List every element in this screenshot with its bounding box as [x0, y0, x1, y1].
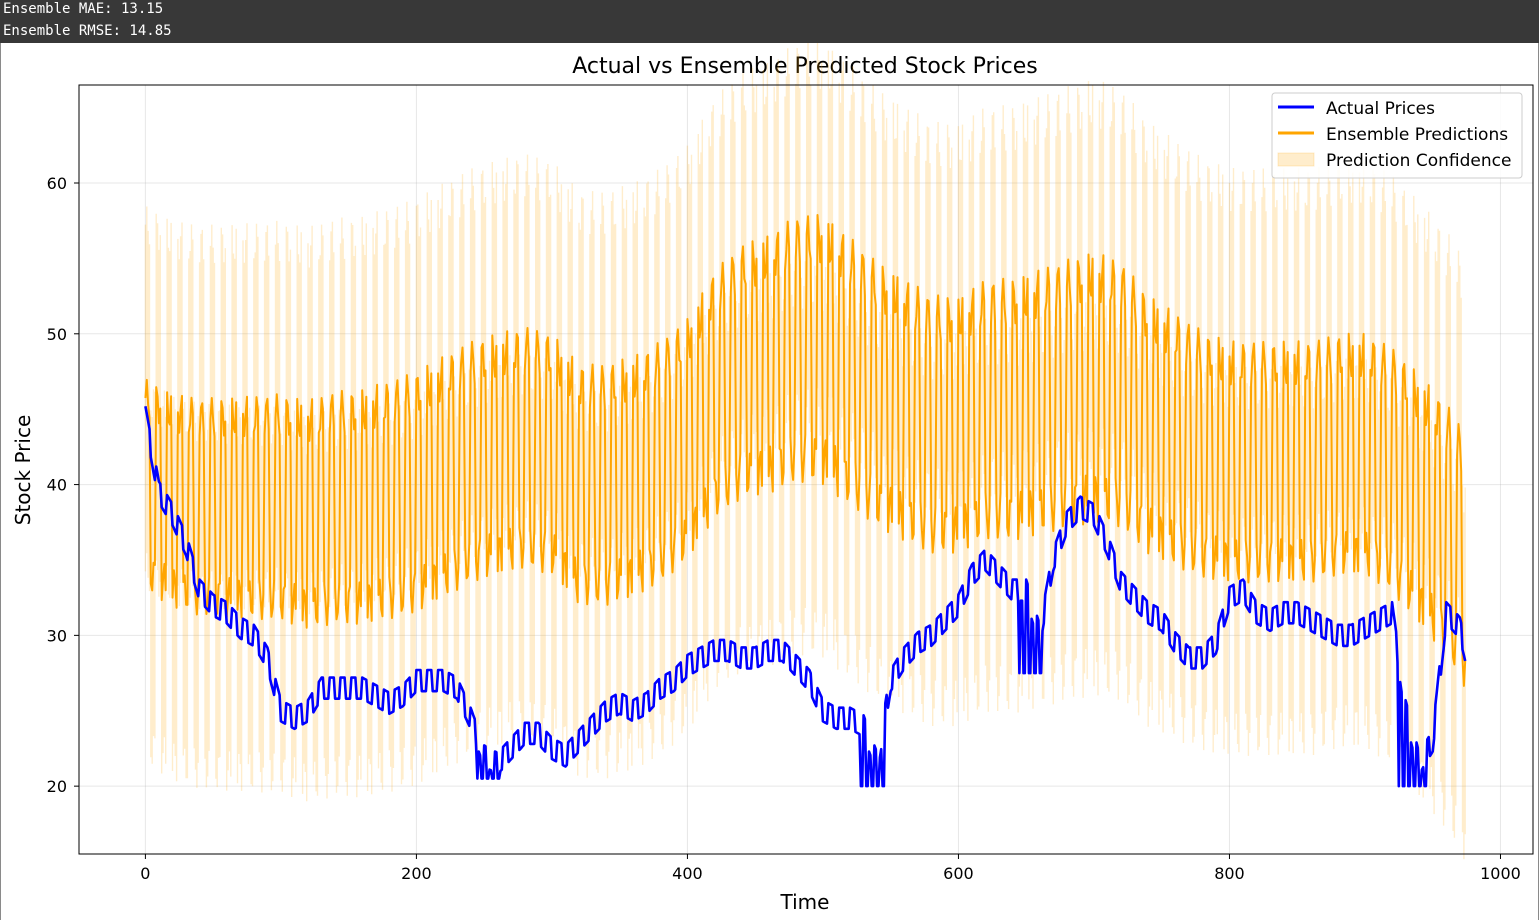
ensemble-predictions-line: [144, 214, 1467, 687]
y-tick-label: 50: [47, 325, 67, 344]
x-tick-label: 400: [672, 864, 703, 883]
legend-box: [1271, 92, 1523, 179]
console-output: Ensemble MAE: 13.15 Ensemble RMSE: 14.85: [0, 0, 1539, 43]
y-axis-ticks: 20 30 40 50 60: [47, 174, 79, 796]
x-tick-label: 600: [943, 864, 974, 883]
x-tick-label: 800: [1214, 864, 1245, 883]
y-tick-label: 20: [47, 777, 67, 796]
actual-prices-line: [144, 405, 1467, 788]
y-axis-label: Stock Price: [11, 415, 35, 526]
plot-area-border: [78, 84, 1534, 855]
x-tick-label: 1000: [1480, 864, 1521, 883]
ensemble-series: [144, 214, 1467, 687]
legend-ensemble-label: Ensemble Predictions: [1326, 125, 1508, 145]
actual-series: [144, 405, 1467, 788]
chart-title: Actual vs Ensemble Predicted Stock Price…: [572, 54, 1038, 79]
mae-output-line: Ensemble MAE: 13.15: [3, 1, 164, 17]
x-axis-label: Time: [780, 890, 830, 914]
x-tick-label: 0: [140, 864, 150, 883]
legend-confidence-label: Prediction Confidence: [1326, 151, 1511, 171]
rmse-output-line: Ensemble RMSE: 14.85: [3, 23, 172, 39]
y-tick-label: 60: [47, 174, 67, 193]
x-tick-label: 200: [401, 864, 432, 883]
x-axis-ticks: 0 200 400 600 800 1000: [140, 854, 1521, 883]
legend-confidence-swatch: [1277, 152, 1315, 167]
y-tick-label: 30: [47, 626, 67, 645]
stock-price-chart: Actual vs Ensemble Predicted Stock Price…: [11, 43, 1534, 914]
y-tick-label: 40: [47, 476, 67, 495]
legend: Actual Prices Ensemble Predictions Predi…: [1271, 92, 1523, 179]
legend-actual-label: Actual Prices: [1326, 99, 1435, 119]
